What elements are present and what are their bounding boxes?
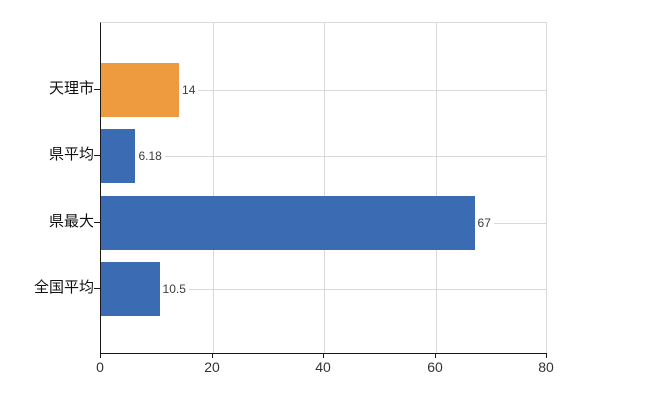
h-gridline	[101, 156, 547, 157]
bar-value-label: 67	[474, 215, 494, 231]
x-tick-label: 60	[427, 359, 443, 375]
v-gridline	[436, 23, 437, 353]
y-axis-tick	[94, 89, 101, 90]
category-label: 県平均	[48, 146, 94, 163]
y-axis-tick	[94, 288, 101, 289]
bar	[101, 196, 475, 250]
v-gridline	[546, 23, 547, 353]
x-axis-tick	[323, 353, 324, 358]
x-tick-label: 40	[315, 359, 331, 375]
bar	[101, 262, 160, 316]
x-axis-tick	[546, 353, 547, 358]
bar-value-label: 14	[179, 82, 199, 98]
x-tick-label: 20	[204, 359, 220, 375]
bar	[101, 63, 180, 117]
x-axis-tick	[212, 353, 213, 358]
x-axis-tick	[100, 353, 101, 358]
bar-value-label: 6.18	[135, 148, 165, 164]
x-tick-label: 0	[96, 359, 104, 375]
plot-area: 14 6.18 67 10.5	[100, 22, 547, 354]
y-axis-tick	[94, 155, 101, 156]
v-gridline	[213, 23, 214, 353]
bar	[101, 129, 136, 183]
x-axis-tick	[435, 353, 436, 358]
category-label: 全国平均	[33, 279, 94, 296]
h-gridline	[101, 90, 547, 91]
bar-value-label: 10.5	[159, 281, 189, 297]
category-label: 天理市	[48, 80, 94, 97]
x-tick-label: 80	[538, 359, 554, 375]
h-gridline	[101, 289, 547, 290]
y-axis-tick	[94, 222, 101, 223]
v-gridline	[324, 23, 325, 353]
category-label: 県最大	[48, 213, 94, 230]
